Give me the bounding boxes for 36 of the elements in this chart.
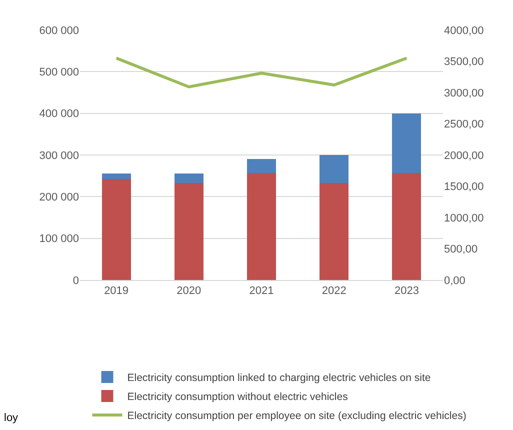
y2-tick-label: 1500,00 <box>444 181 484 194</box>
text: loy <box>4 412 19 424</box>
y2-tick-label: 4000,00 <box>444 24 484 37</box>
y-tick-label: 500 000 <box>39 66 79 79</box>
x-tick-label: 2019 <box>104 285 129 298</box>
y2-tick-label: 3500,00 <box>444 56 484 68</box>
y-tick-label: 100 000 <box>39 233 79 246</box>
line-series <box>114 56 408 88</box>
y-tick-label: 200 000 <box>39 192 79 204</box>
bar <box>246 159 276 173</box>
y2-tick-label: 2000,00 <box>444 150 484 162</box>
bar <box>320 155 349 183</box>
bar <box>392 113 422 173</box>
y-tick-label: 0 <box>72 274 79 287</box>
x-tick-label: 2023 <box>394 285 419 298</box>
y2-tick-label: 2500,00 <box>444 118 484 131</box>
y-tick-label: 400 000 <box>39 108 79 120</box>
y2-tick-label: 0,00 <box>444 274 466 287</box>
legend-label: Electricity consumption linked to charging electric vehicles on site <box>127 372 431 384</box>
y-tick-label: 300 000 <box>39 150 79 162</box>
y2-tick-label: 500,00 <box>444 244 478 256</box>
bar <box>174 182 204 280</box>
x-tick-label: 2021 <box>249 285 274 298</box>
x-tick-label: 2022 <box>322 285 346 298</box>
bar <box>392 172 422 280</box>
y2-tick-label: 1000,00 <box>444 212 484 224</box>
bar <box>174 173 204 183</box>
bar <box>320 182 349 280</box>
legend-label: Electricity consumption per employee on site (excluding electric vehicles) <box>127 410 466 422</box>
y-tick-label: 600 000 <box>39 24 79 37</box>
y2-tick-label: 3000,00 <box>444 87 484 100</box>
bar <box>102 179 131 280</box>
legend-label: Electricity consumption without electric vehicles <box>127 391 348 404</box>
bar <box>102 173 131 180</box>
bar <box>246 172 276 280</box>
x-tick-label: 2020 <box>176 285 202 298</box>
